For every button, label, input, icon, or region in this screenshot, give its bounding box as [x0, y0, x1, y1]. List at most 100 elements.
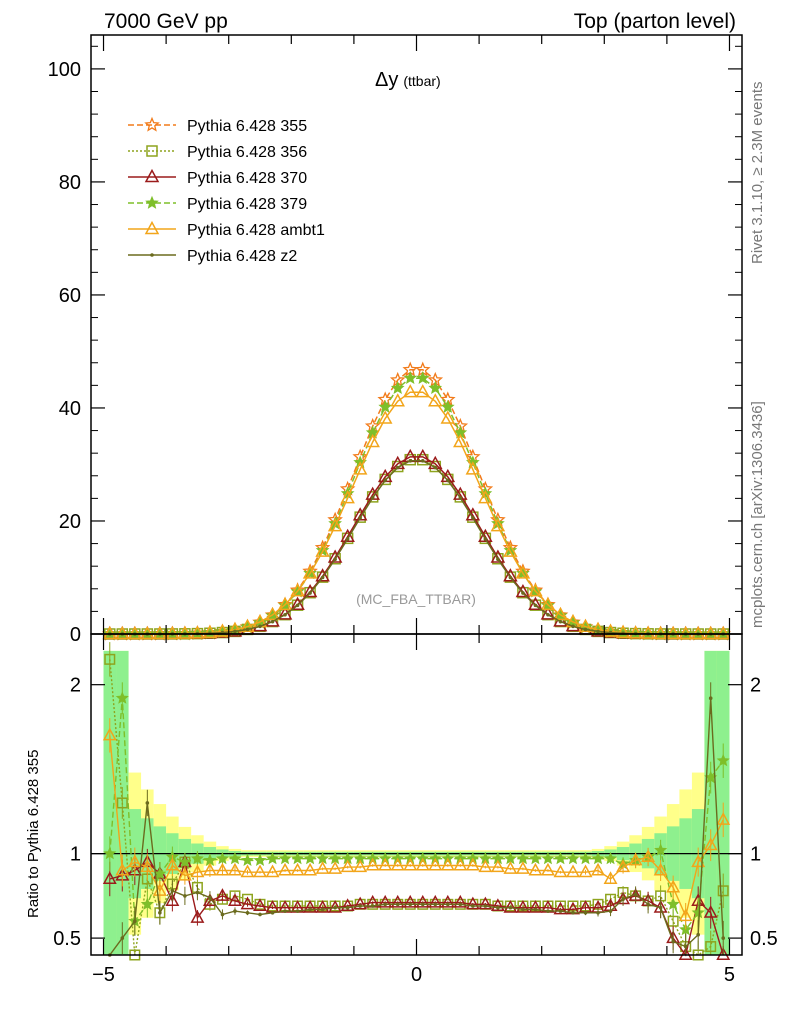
ratio-point	[691, 854, 706, 868]
ratio-point	[708, 696, 713, 700]
main-point	[383, 478, 388, 483]
ratio-point	[390, 857, 405, 871]
main-series-line	[104, 453, 729, 640]
main-point	[403, 370, 418, 384]
ratio-point	[567, 900, 579, 912]
main-point	[377, 410, 393, 424]
ratio-point	[716, 753, 730, 767]
ratio-point	[696, 932, 700, 937]
ratio-point	[215, 888, 230, 901]
ratio-point	[202, 893, 217, 906]
ratio-point	[616, 859, 631, 873]
ratio-y-tick-label-right: 0.5	[750, 928, 778, 950]
legend-marker	[150, 253, 154, 257]
ratio-point	[345, 905, 350, 910]
ratio-point	[240, 896, 255, 910]
main-point	[515, 583, 531, 598]
ratio-point	[465, 896, 480, 910]
main-point	[258, 624, 262, 629]
legend-label: Pythia 6.428 379	[187, 196, 307, 213]
main-point	[327, 549, 343, 563]
ratio-point	[458, 902, 463, 907]
main-point	[327, 518, 343, 532]
ratio-point	[566, 864, 580, 878]
main-point	[490, 549, 506, 563]
main-point	[420, 459, 425, 463]
ratio-point	[433, 902, 438, 907]
main-line	[109, 456, 724, 635]
ratio-point	[603, 851, 618, 865]
legend-label: Pythia 6.428 ambt1	[187, 222, 325, 239]
ratio-point	[295, 909, 300, 913]
ratio-point	[228, 851, 242, 865]
ratio-point	[428, 857, 443, 871]
ratio-point	[578, 851, 593, 865]
legend-marker	[144, 116, 160, 132]
ratio-point	[140, 897, 154, 910]
ratio-point	[678, 947, 693, 961]
ratio-point	[228, 862, 242, 876]
ratio-y-tick-label-right: 1	[750, 844, 761, 866]
main-point	[395, 465, 400, 470]
ratio-series	[91, 642, 742, 961]
main-line	[109, 460, 724, 635]
ratio-point	[183, 894, 187, 898]
main-point	[665, 625, 681, 640]
ratio-series-line	[102, 718, 731, 930]
main-point	[378, 399, 393, 413]
main-point	[453, 433, 468, 448]
main-point	[302, 565, 318, 579]
ratio-point	[340, 859, 355, 873]
main-point	[553, 606, 568, 621]
ratio-point	[428, 894, 443, 908]
ratio-point	[490, 859, 505, 873]
ratio-point	[546, 909, 550, 913]
ratio-point	[190, 910, 205, 923]
ratio-point	[353, 859, 368, 873]
ratio-series-line	[107, 682, 726, 957]
ratio-point	[265, 864, 280, 878]
ratio-point	[233, 909, 237, 913]
ratio-point	[721, 936, 726, 940]
main-point	[333, 557, 337, 562]
main-point	[445, 478, 450, 483]
main-point	[503, 568, 518, 582]
ratio-point	[290, 862, 305, 876]
ratio-point	[153, 866, 167, 880]
main-y-tick-label: 100	[48, 59, 81, 81]
ratio-band-green	[704, 650, 717, 955]
ratio-point	[133, 919, 137, 924]
ratio-point	[215, 862, 230, 876]
plot-axes: 0 20 40 60 80 100 0.5 0.5 1 1 2 2 −5 0 5	[48, 35, 778, 986]
ratio-point	[178, 855, 192, 868]
ratio-point	[253, 898, 267, 912]
header-right: Top (parton level)	[574, 10, 736, 33]
ratio-point	[415, 894, 430, 908]
legend-label: Pythia 6.428 370	[187, 170, 307, 187]
ratio-point	[528, 851, 543, 865]
ratio-point	[165, 857, 180, 871]
ratio-point	[208, 895, 212, 900]
main-line	[109, 458, 724, 635]
main-point	[304, 586, 316, 599]
ratio-point	[370, 904, 375, 908]
main-point	[478, 528, 493, 543]
ratio-point	[202, 862, 217, 876]
main-point	[521, 591, 525, 595]
ratio-point	[608, 909, 613, 913]
legend-marker	[144, 168, 160, 183]
main-point	[433, 465, 438, 470]
ratio-point	[716, 812, 731, 825]
main-point	[628, 625, 643, 639]
ratio-point	[516, 851, 530, 865]
legend-entry: Pythia 6.428 379	[128, 195, 307, 213]
main-point	[202, 624, 218, 638]
side-label-bottom: mcplots.cern.ch [arXiv:1306.3436]	[749, 401, 766, 628]
ratio-point	[603, 871, 618, 884]
ratio-point	[571, 910, 575, 915]
ratio-point	[328, 861, 343, 874]
ratio-point	[403, 894, 418, 908]
ratio-point	[127, 854, 142, 868]
ratio-point	[340, 898, 355, 912]
